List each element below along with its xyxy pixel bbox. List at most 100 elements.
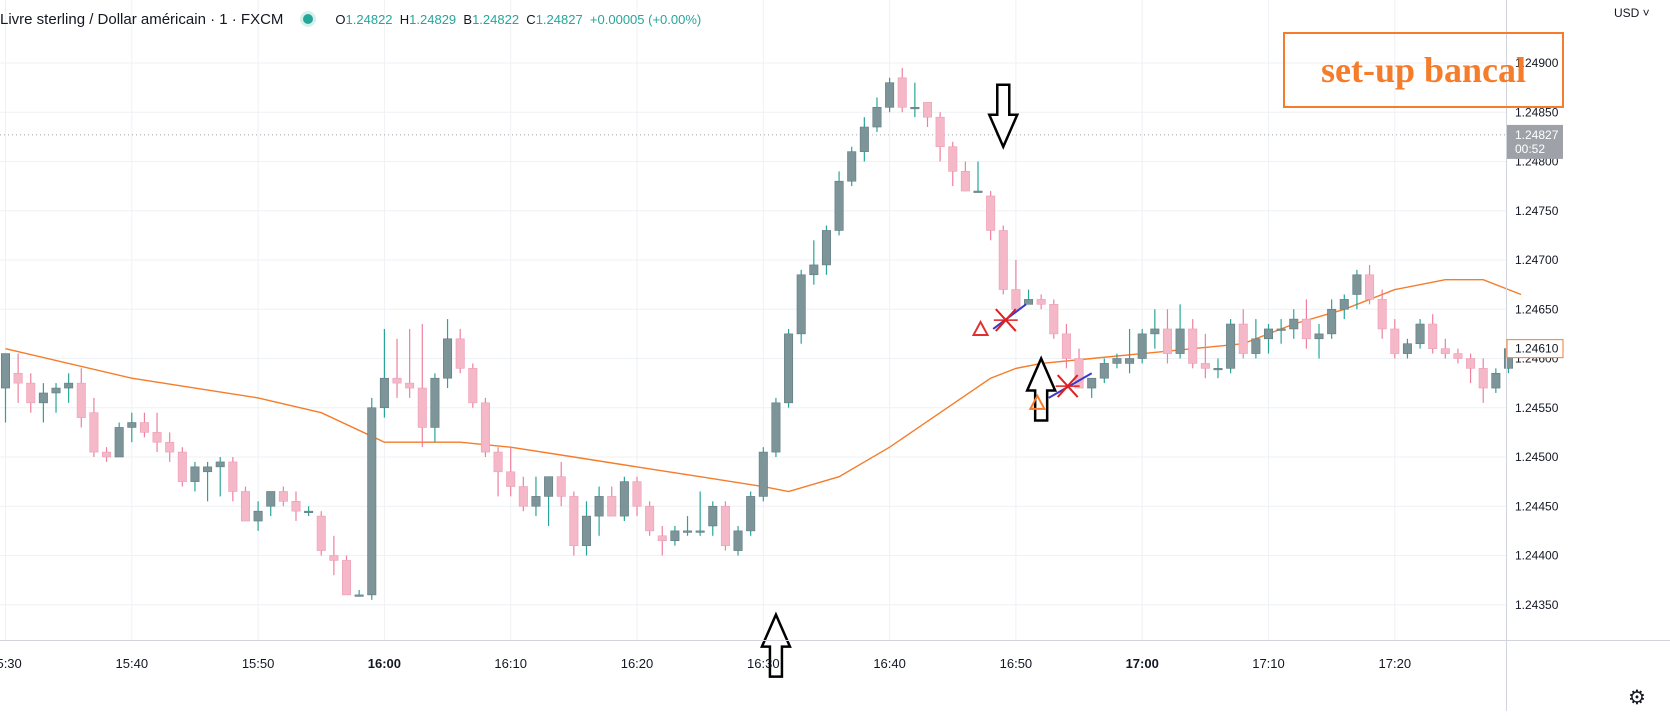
candle (1491, 368, 1501, 393)
candle-body-up (1087, 377, 1097, 389)
candle-body-down (76, 382, 86, 418)
candle (417, 324, 427, 448)
candle-body-up (1415, 323, 1425, 345)
candle-body-up (973, 190, 983, 193)
time-tick-label: 17:20 (1379, 656, 1412, 671)
candle (1251, 319, 1261, 359)
candle (455, 328, 465, 374)
symbol-header: Livre sterling / Dollar américain · 1 · … (0, 8, 701, 30)
candle-body-down (152, 432, 162, 443)
candle-body-up (544, 476, 554, 497)
candle (102, 447, 112, 462)
candle-body-up (1226, 323, 1236, 369)
candle-body-up (1125, 358, 1135, 364)
candle-body-up (796, 274, 806, 335)
open-value: 1.24822 (345, 11, 393, 27)
candle-body-up (1137, 333, 1147, 359)
candle (1289, 309, 1299, 339)
candle (1478, 358, 1488, 403)
candle-body-down (948, 146, 958, 172)
current-price-badge (1507, 124, 1563, 159)
candle (367, 397, 377, 600)
currency-selector[interactable]: USD ˅ (1614, 6, 1650, 20)
candle-body-up (784, 333, 794, 404)
candle-body-down (102, 451, 112, 458)
candle (531, 476, 541, 517)
candle-body-up (594, 496, 604, 517)
symbol-title[interactable]: Livre sterling / Dollar américain · 1 · … (0, 10, 284, 28)
candle (480, 397, 490, 457)
candle (493, 447, 503, 497)
low-value: 1.24822 (472, 11, 520, 27)
candle (1466, 353, 1476, 384)
candle (821, 225, 831, 275)
candle-body-up (266, 491, 276, 507)
candle-body-up (670, 530, 680, 542)
candle-body-up (114, 427, 124, 458)
candle-body-down (468, 368, 478, 404)
cross-marker-icon (993, 308, 1018, 332)
candle (935, 112, 945, 162)
candle-body-up (683, 530, 693, 533)
candle (1276, 319, 1286, 344)
candle-body-down (1377, 299, 1387, 330)
candle-body-down (1074, 358, 1084, 389)
candle (784, 328, 794, 408)
candle-body-up (885, 82, 895, 108)
candle (1150, 309, 1160, 349)
candle (114, 422, 124, 458)
candle-body-up (847, 151, 857, 182)
candle (670, 525, 680, 546)
candle (1061, 324, 1071, 369)
candle-body-down (1162, 328, 1172, 354)
candle (1024, 289, 1034, 305)
candle (228, 457, 238, 502)
candle (1402, 338, 1412, 359)
candle-body-down (26, 382, 36, 404)
candle-body-down (405, 382, 415, 389)
setup-label: set-up bancal (1320, 50, 1527, 90)
candle-body-down (228, 461, 238, 492)
candle-body-up (910, 107, 920, 110)
change-value: +0.00005 (+0.00%) (589, 11, 702, 27)
candle (569, 491, 579, 556)
candle-body-down (506, 471, 516, 487)
candle (834, 171, 844, 236)
ohlc-values: O1.24822 H1.24829 B1.24822 C1.24827 +0.0… (335, 12, 701, 27)
candle (1036, 294, 1046, 310)
candle (1327, 299, 1337, 339)
candle-body-down (291, 501, 301, 512)
candle-body-down (922, 102, 932, 118)
candle (720, 501, 730, 551)
candle (594, 486, 604, 536)
time-tick-label: 15:40 (116, 656, 149, 671)
candle-body-up (809, 264, 819, 276)
candle-body-down (240, 491, 250, 522)
candle-body-down (518, 486, 528, 507)
price-tick-label: 1.24500 (1515, 450, 1559, 464)
price-tick-label: 1.24750 (1515, 204, 1559, 218)
candle-body-up (733, 530, 743, 551)
candle-body-up (1276, 328, 1286, 331)
candle (1301, 299, 1311, 349)
candle (342, 555, 352, 596)
candle-body-down (392, 377, 402, 384)
candle (948, 141, 958, 187)
candle (203, 461, 213, 502)
candle-body-up (1289, 318, 1299, 330)
candle-body-up (1327, 308, 1337, 335)
candle-body-up (834, 180, 844, 231)
price-tick-label: 1.24350 (1515, 598, 1559, 612)
time-tick-label: 16:10 (494, 656, 527, 671)
arrow-up-icon (760, 611, 792, 678)
candle-body-down (935, 116, 945, 148)
gear-icon[interactable]: ⚙ (1628, 687, 1646, 709)
candle-body-down (1365, 274, 1375, 300)
candle-body-up (253, 510, 263, 522)
candle-body-down (1061, 333, 1071, 359)
open-label: O (335, 11, 346, 27)
candle-body-up (1314, 333, 1324, 340)
candle-body-down (278, 491, 288, 502)
